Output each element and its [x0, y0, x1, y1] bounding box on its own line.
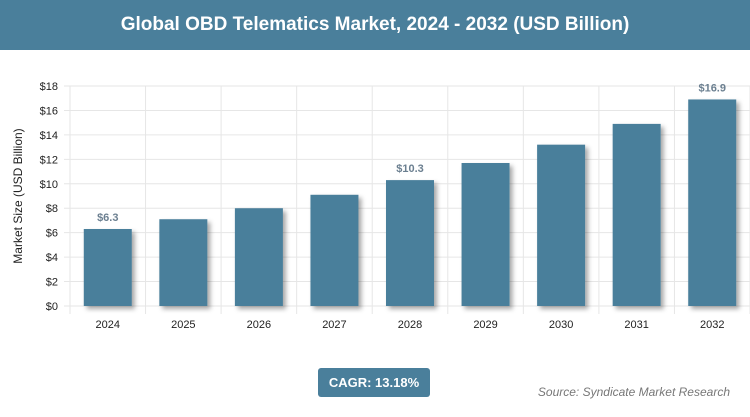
bar-chart: $0 $2 $4 $6 $8 $10 $12 $14 $16 $18 Market Size (US…: [11, 81, 750, 331]
cagr-badge: CAGR: 13.18%: [318, 368, 430, 397]
data-label: $10.3: [396, 163, 424, 175]
x-tick-label: 2028: [398, 319, 422, 331]
bar-2024: [83, 229, 132, 306]
y-tick-label: $18: [40, 81, 58, 93]
y-tick-label: $10: [40, 179, 58, 191]
x-tick-label: 2024: [96, 319, 120, 331]
x-tick-label: 2031: [624, 319, 648, 331]
y-tick-label: $0: [46, 301, 58, 313]
x-tick-label: 2032: [700, 319, 724, 331]
y-axis-label: Market Size (USD Billion): [11, 128, 25, 263]
bar-2027: [310, 194, 359, 306]
y-tick-label: $8: [46, 203, 58, 215]
y-tick-label: $2: [46, 277, 58, 289]
y-tick-label: $16: [40, 105, 58, 117]
source-note: Source: Syndicate Market Research: [537, 385, 730, 399]
bar-2025: [159, 219, 208, 306]
y-tick-label: $14: [40, 130, 58, 142]
x-tick-label: 2029: [473, 319, 497, 331]
x-tick-label: 2030: [549, 319, 573, 331]
x-tick-label: 2027: [322, 319, 346, 331]
bar-2028: [386, 180, 434, 306]
bar-2032: [688, 99, 737, 306]
data-label: $6.3: [97, 212, 118, 224]
x-tick-label: 2025: [171, 319, 195, 331]
data-label: $16.9: [698, 82, 726, 94]
y-tick-label: $12: [40, 154, 58, 166]
y-tick-label: $4: [46, 252, 58, 264]
chart-title: Global OBD Telematics Market, 2024 - 203…: [0, 0, 750, 50]
y-tick-label: $6: [46, 228, 58, 240]
bar-2030: [537, 144, 586, 306]
x-tick-label: 2026: [247, 319, 271, 331]
bar-2026: [234, 208, 283, 306]
bar-2029: [461, 163, 510, 306]
bar-2031: [612, 123, 661, 306]
